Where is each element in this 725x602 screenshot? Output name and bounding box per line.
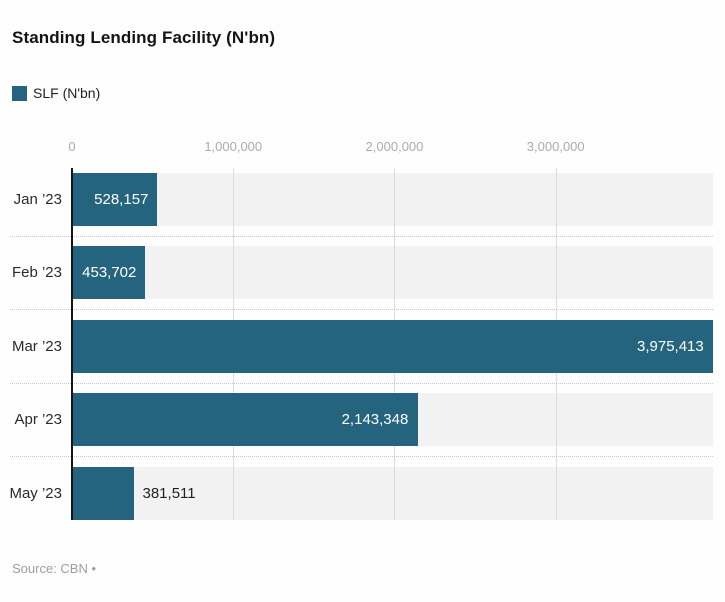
bar-value-label: 528,157 <box>94 190 149 208</box>
row-separator <box>10 456 713 457</box>
x-tick-label: 0 <box>68 139 76 154</box>
bar-jan-23[interactable] <box>72 172 158 226</box>
row-background <box>72 172 713 226</box>
row-background <box>72 466 713 520</box>
row-separator <box>10 383 713 384</box>
bar-mar-23[interactable] <box>72 319 713 373</box>
row-separator <box>10 309 713 310</box>
legend-swatch-icon <box>12 85 27 101</box>
bar-value-label: 453,702 <box>82 264 137 281</box>
legend-label: SLF (N'bn) <box>33 85 101 101</box>
row-background <box>72 246 713 299</box>
x-axis-zero-line <box>71 168 73 520</box>
category-label: Apr ’23 <box>14 411 62 428</box>
row-separator <box>10 236 713 237</box>
bar-may-23[interactable] <box>72 466 134 520</box>
x-tick-label: 3,000,000 <box>526 139 585 154</box>
bar-value-label: 3,975,413 <box>637 337 704 355</box>
chart-title: Standing Lending Facility (N'bn) <box>12 28 276 47</box>
bar-value-label: 2,143,348 <box>341 411 409 428</box>
x-tick-label: 2,000,000 <box>365 139 424 154</box>
source-note: Source: CBN • <box>12 561 97 576</box>
x-tick-label: 1,000,000 <box>204 139 263 154</box>
legend: SLF (N'bn) <box>12 85 100 101</box>
bar-apr-23[interactable] <box>72 393 418 446</box>
bar-value-label: 381,511 <box>142 484 196 502</box>
bar-feb-23[interactable] <box>72 246 146 299</box>
category-label: Feb ’23 <box>11 264 62 281</box>
category-label: Mar ’23 <box>11 337 62 355</box>
category-label: May ’23 <box>9 484 62 502</box>
category-label: Jan ’23 <box>13 190 62 208</box>
